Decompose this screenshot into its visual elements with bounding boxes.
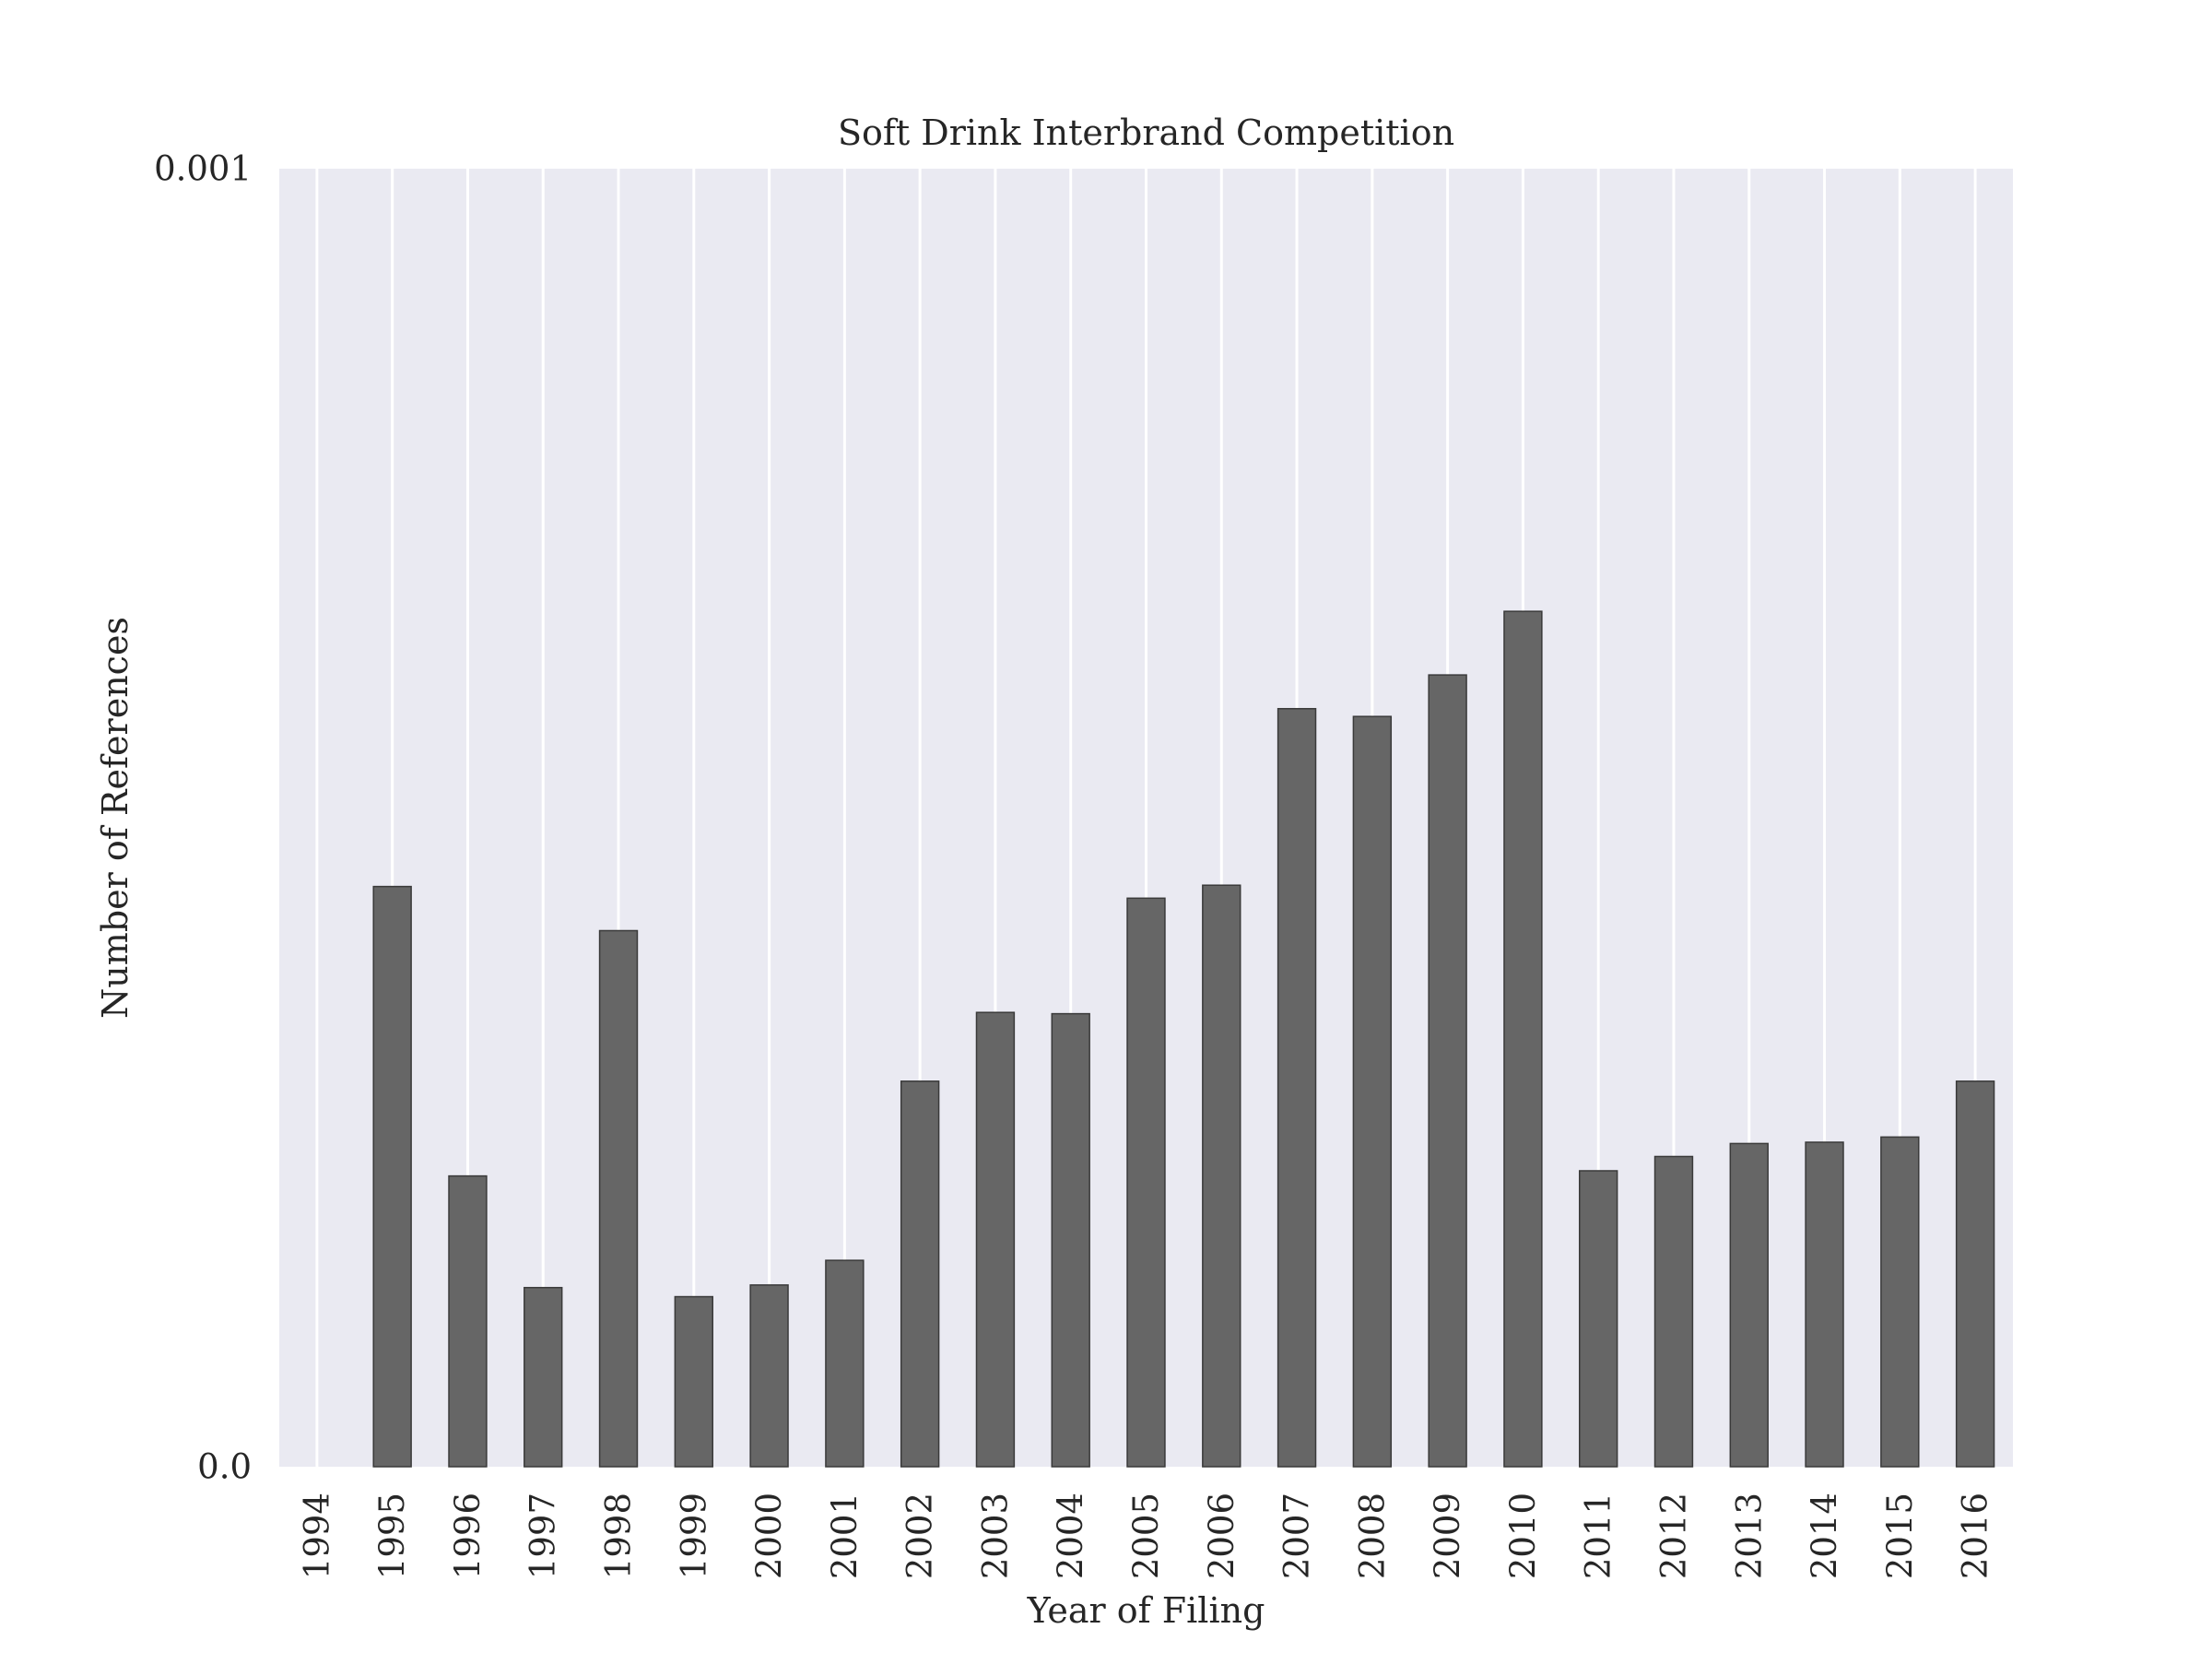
bar-2011 [1579, 1170, 1618, 1468]
x-tick-label-2006: 2006 [1202, 1493, 1241, 1579]
bar-1999 [674, 1295, 714, 1468]
x-tick-label-2001: 2001 [825, 1493, 865, 1579]
bar-2015 [1880, 1136, 1920, 1468]
bar-2000 [749, 1284, 789, 1468]
bar-1997 [524, 1286, 563, 1468]
bar-2010 [1503, 610, 1543, 1468]
y-tick-label-1: 0.001 [154, 149, 252, 189]
y-axis-label: Number of References [95, 617, 135, 1019]
bar-2016 [1955, 1080, 1995, 1468]
bars [372, 610, 1995, 1468]
bar-2006 [1202, 884, 1241, 1468]
x-tick-label-2016: 2016 [1956, 1493, 1995, 1579]
y-tick-label-0: 0.0 [197, 1447, 252, 1487]
x-tick-label-2002: 2002 [900, 1493, 940, 1579]
x-tick-label-2013: 2013 [1729, 1493, 1769, 1579]
bar-2014 [1805, 1141, 1844, 1468]
bar-2002 [900, 1080, 940, 1468]
x-tick-label-2014: 2014 [1805, 1493, 1844, 1579]
x-tick-label-2008: 2008 [1352, 1493, 1392, 1579]
chart-title: Soft Drink Interbrand Competition [838, 112, 1454, 153]
x-tick-label-2007: 2007 [1277, 1493, 1317, 1579]
bar-2008 [1352, 715, 1393, 1468]
x-tick-label-1998: 1998 [599, 1493, 639, 1579]
bar-2012 [1653, 1155, 1694, 1468]
x-tick-label-2015: 2015 [1880, 1493, 1920, 1579]
x-tick-label-1999: 1999 [674, 1493, 713, 1579]
bar-1995 [372, 885, 412, 1468]
x-tick-label-1997: 1997 [524, 1493, 563, 1579]
y-tick-labels: 0.0 0.001 [154, 149, 252, 1487]
x-tick-labels: 1994 1995 1996 1997 1998 1999 2000 2001 2002 2003… [297, 1493, 1994, 1579]
bar-2001 [825, 1259, 865, 1468]
bar-1996 [448, 1174, 488, 1468]
x-tick-label-2011: 2011 [1579, 1493, 1618, 1579]
x-tick-label-2010: 2010 [1503, 1493, 1543, 1579]
bar-2009 [1428, 674, 1467, 1468]
bar-2007 [1277, 707, 1317, 1468]
x-tick-label-1994: 1994 [297, 1493, 336, 1579]
x-axis-label: Year of Filing [1027, 1590, 1265, 1631]
x-tick-label-1996: 1996 [448, 1493, 488, 1579]
bar-2004 [1051, 1012, 1090, 1468]
bar-1998 [598, 929, 639, 1468]
bar-2005 [1126, 897, 1166, 1468]
x-tick-label-2005: 2005 [1126, 1493, 1166, 1579]
bar-2003 [975, 1011, 1016, 1468]
bar-2013 [1729, 1142, 1769, 1468]
x-tick-label-2012: 2012 [1653, 1493, 1693, 1579]
x-tick-label-2000: 2000 [749, 1493, 789, 1579]
x-tick-label-2003: 2003 [975, 1493, 1015, 1579]
x-tick-label-2004: 2004 [1051, 1493, 1090, 1579]
x-tick-label-2009: 2009 [1428, 1493, 1467, 1579]
x-tick-label-1995: 1995 [372, 1493, 412, 1579]
